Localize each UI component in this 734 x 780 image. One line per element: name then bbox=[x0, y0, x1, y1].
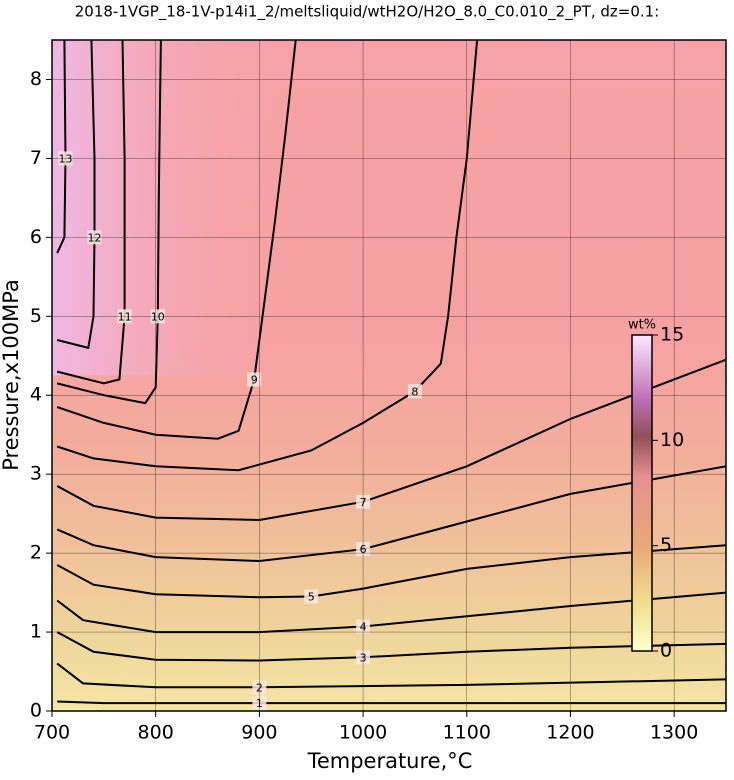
plot-frame bbox=[51, 39, 727, 712]
x-tick-label: 700 bbox=[34, 722, 70, 744]
chart-title: 2018-1VGP_18-1V-p14i1_2/meltsliquid/wtH2… bbox=[75, 3, 660, 22]
x-tick-label: 1100 bbox=[443, 722, 491, 744]
contour-line bbox=[56, 39, 67, 254]
y-tick-label: 2 bbox=[30, 542, 42, 564]
contour-line bbox=[56, 39, 162, 405]
contour-label: 10 bbox=[151, 310, 165, 323]
y-axis-label: Pressure,x100MPa bbox=[0, 279, 23, 471]
colorbar-tick-label: 5 bbox=[660, 534, 672, 556]
x-tick-label: 1200 bbox=[546, 722, 594, 744]
colorbar-label: wt% bbox=[628, 318, 656, 333]
contour-line bbox=[56, 591, 727, 634]
contour-label: 12 bbox=[88, 231, 102, 244]
contour-line bbox=[56, 631, 727, 662]
x-tick-label: 1000 bbox=[339, 722, 387, 744]
y-tick-label: 0 bbox=[30, 700, 42, 722]
plot-background-high bbox=[52, 40, 288, 376]
colorbar-tick-label: 0 bbox=[660, 640, 672, 662]
contour-label-bg bbox=[247, 372, 262, 387]
contour-label: 13 bbox=[58, 152, 72, 165]
colorbar-tick-label: 10 bbox=[660, 429, 684, 451]
y-tick-label: 8 bbox=[30, 68, 42, 90]
colorbar-tick-label: 15 bbox=[660, 324, 684, 346]
contour-label: 5 bbox=[308, 591, 315, 604]
x-tick-label: 900 bbox=[241, 722, 277, 744]
y-tick-label: 1 bbox=[30, 621, 42, 643]
contour-line bbox=[56, 39, 96, 350]
contour-label-bg bbox=[304, 589, 319, 604]
x-tick-label: 800 bbox=[138, 722, 174, 744]
contour-line bbox=[56, 39, 479, 472]
contour-line bbox=[56, 662, 727, 689]
contour-label: 8 bbox=[411, 385, 418, 398]
contour-label-bg bbox=[407, 384, 422, 399]
y-tick-label: 3 bbox=[30, 463, 42, 485]
y-tick-label: 4 bbox=[30, 384, 42, 406]
contour-line bbox=[56, 465, 727, 563]
y-tick-label: 6 bbox=[30, 226, 42, 248]
contour-label: 11 bbox=[118, 310, 132, 323]
x-tick-label: 1300 bbox=[650, 722, 698, 744]
colorbar bbox=[631, 334, 653, 652]
y-tick-label: 7 bbox=[30, 147, 42, 169]
contour-label: 9 bbox=[251, 373, 258, 386]
contour-line bbox=[56, 39, 297, 440]
y-tick-label: 5 bbox=[30, 305, 42, 327]
x-axis-label: Temperature,°C bbox=[307, 749, 473, 773]
contour-line bbox=[56, 358, 727, 522]
